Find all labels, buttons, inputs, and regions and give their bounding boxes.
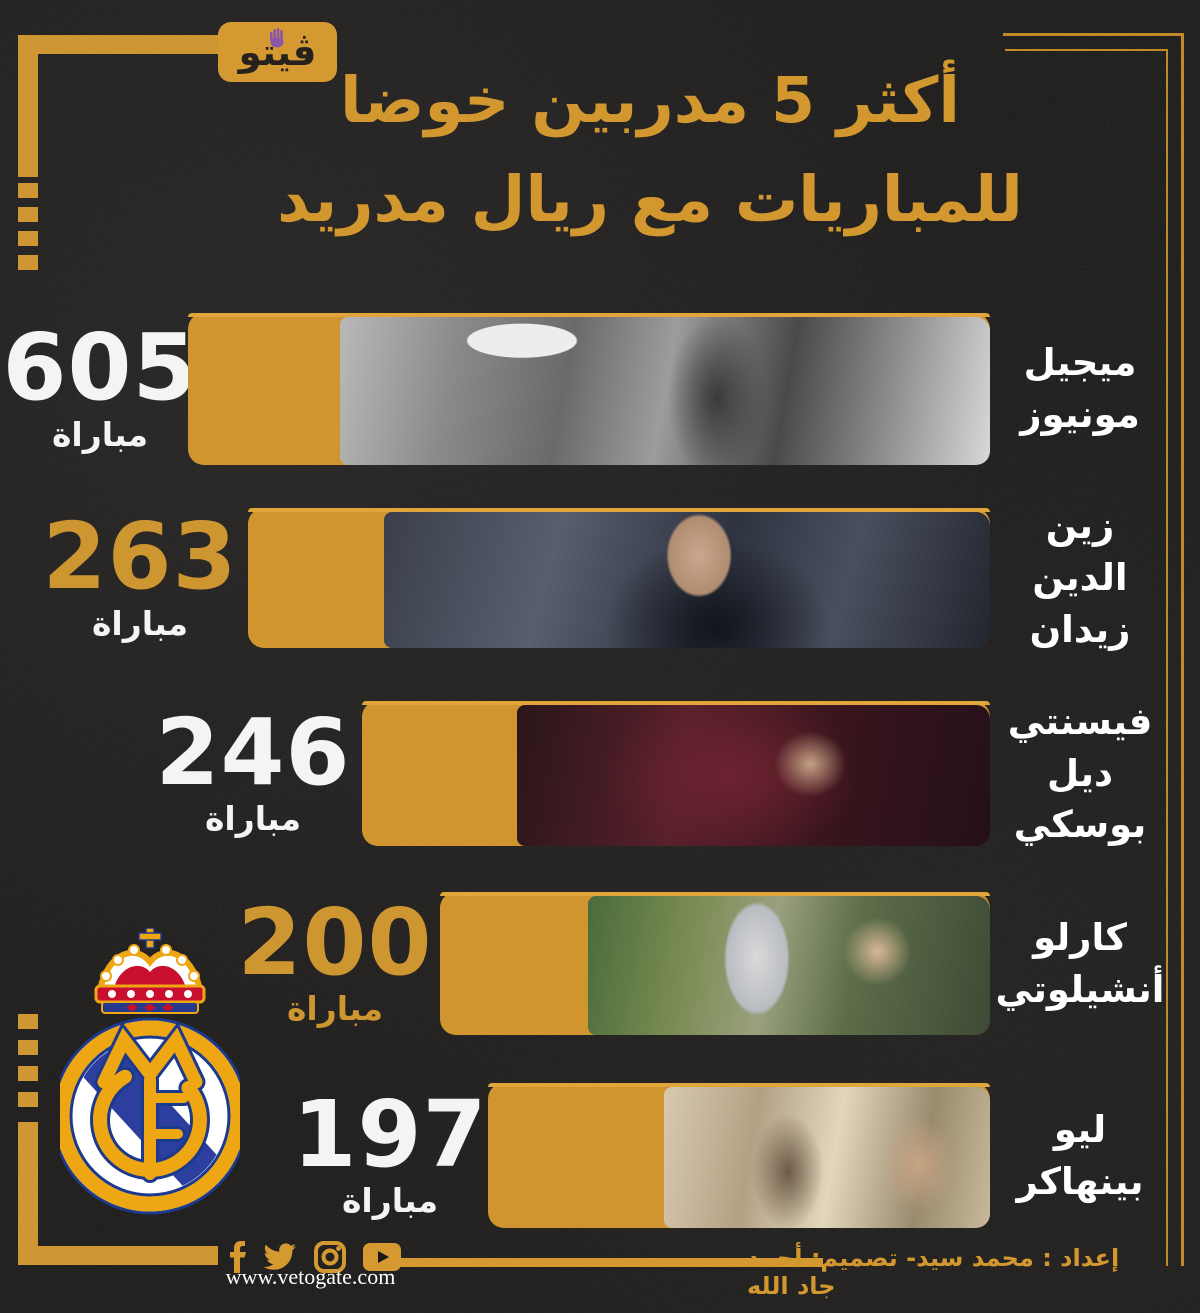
bar-del-bosque [362, 701, 990, 846]
coach-name-line1: ميجيل [1023, 341, 1137, 385]
frame-bottom-left-horizontal-bar [18, 1246, 218, 1265]
coach-name-line1: فيسنتي [1007, 699, 1153, 743]
coach-name-line1: كارلو [1033, 915, 1127, 959]
website-url[interactable]: www.vetogate.com [225, 1264, 396, 1289]
veto-hand-icon [270, 28, 284, 48]
match-count-block: 200 مباراة [237, 892, 431, 1035]
coach-row-zidane: 263 مباراة زين الدين زيدان [0, 504, 1200, 651]
coach-row-miguel-munoz: 605 مباراة ميجيل مونيوز [0, 313, 1200, 465]
frame-dash [18, 183, 38, 198]
coach-name-line2: ديل بوسكي [1013, 751, 1147, 847]
match-count-unit: مباراة [51, 414, 149, 454]
frame-dash [18, 1092, 38, 1107]
coach-name-line1: ليو بينهاكر [1016, 1107, 1144, 1203]
coach-row-del-bosque: 246 مباراة فيسنتي ديل بوسكي [0, 700, 1200, 847]
coach-name-line2: أنشيلوتي [995, 967, 1165, 1011]
frame-right-outer-vertical [1181, 33, 1184, 1266]
match-count-unit: مباراة [91, 603, 189, 643]
social-icons-row [228, 1241, 401, 1273]
bar-ancelotti [440, 892, 990, 1035]
title-line-1: أكثر 5 مدربين خوضا [340, 64, 960, 137]
coach-name: فيسنتي ديل بوسكي [995, 700, 1165, 847]
title-line-2: للمباريات مع ريال مدريد [277, 162, 1023, 236]
footer-divider-line [398, 1258, 823, 1267]
match-count-value: 200 [237, 888, 433, 996]
frame-dash [18, 207, 38, 222]
match-count-unit: مباراة [286, 989, 384, 1029]
match-count-unit: مباراة [341, 1181, 439, 1221]
coach-name: ليو بينهاكر [995, 1083, 1165, 1228]
bar-beenhakker [488, 1083, 990, 1228]
coach-name-line1: زين الدين [1032, 504, 1128, 600]
frame-dash [18, 255, 38, 270]
coach-row-ancelotti: 200 مباراة كارلو أنشيلوتي [0, 892, 1200, 1035]
bar-miguel-munoz [188, 313, 990, 465]
frame-bottom-left-vertical-bar [18, 1122, 38, 1265]
match-count-value: 263 [42, 503, 238, 611]
coach-photo-del-bosque [517, 705, 990, 846]
match-count-block: 263 مباراة [42, 508, 236, 648]
frame-dash [18, 1040, 38, 1055]
page-title: أكثر 5 مدربين خوضا للمباريات مع ريال مدر… [150, 52, 1150, 250]
twitter-icon[interactable] [263, 1242, 297, 1272]
coach-name: ميجيل مونيوز [995, 313, 1165, 465]
real-madrid-crest [60, 928, 240, 1215]
bar-zidane [248, 508, 990, 648]
match-count-unit: مباراة [204, 799, 302, 839]
match-count-block: 246 مباراة [155, 701, 349, 846]
frame-right-outer-horizontal [1003, 33, 1184, 36]
coach-photo-zidane [384, 512, 990, 648]
coach-name: كارلو أنشيلوتي [995, 892, 1165, 1035]
frame-dash [18, 231, 38, 246]
credits-text: إعداد : محمد سيد- تصميم: أحمد جاد الله [747, 1244, 1120, 1300]
frame-dash [18, 1066, 38, 1081]
coach-photo-beenhakker [664, 1087, 990, 1228]
frame-dash [18, 1014, 38, 1029]
frame-right-inner-vertical [1166, 49, 1168, 1266]
coach-name: زين الدين زيدان [995, 504, 1165, 651]
facebook-icon[interactable] [228, 1241, 246, 1273]
youtube-icon[interactable] [363, 1243, 401, 1271]
instagram-icon[interactable] [314, 1241, 346, 1273]
match-count-block: 605 مباراة [2, 313, 196, 465]
coach-photo-ancelotti [588, 896, 990, 1035]
match-count-value: 246 [155, 698, 351, 806]
match-count-block: 197 مباراة [292, 1083, 486, 1228]
frame-right-inner-horizontal [1005, 49, 1168, 51]
coach-photo-miguel-munoz [340, 317, 990, 465]
coach-name-line2: مونيوز [1020, 393, 1140, 436]
match-count-value: 605 [2, 314, 198, 422]
frame-top-left-horizontal-bar [18, 35, 221, 54]
coach-name-line2: زيدان [1029, 607, 1131, 651]
veto-logo[interactable]: ڤيتو [218, 22, 337, 82]
frame-top-left-vertical-bar [18, 35, 38, 177]
match-count-value: 197 [292, 1080, 488, 1188]
coach-row-beenhakker: 197 مباراة ليو بينهاكر [0, 1083, 1200, 1228]
